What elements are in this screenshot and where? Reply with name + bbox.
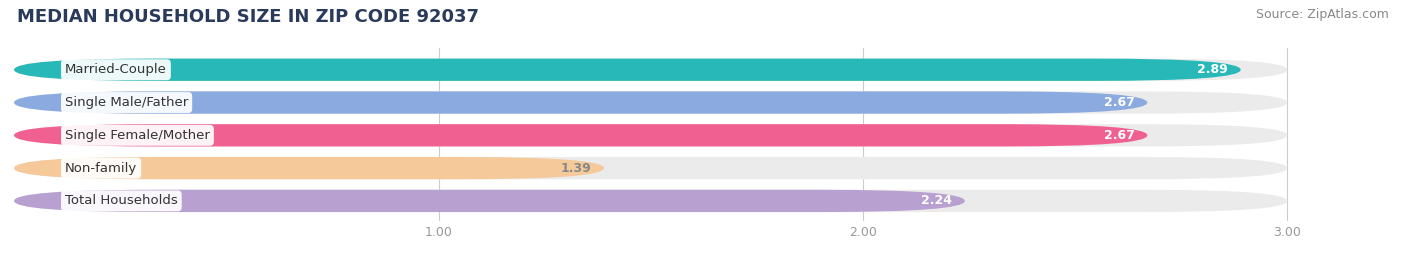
FancyBboxPatch shape bbox=[14, 157, 605, 179]
Text: Total Households: Total Households bbox=[65, 194, 177, 207]
FancyBboxPatch shape bbox=[14, 190, 965, 212]
Text: Married-Couple: Married-Couple bbox=[65, 63, 167, 76]
Text: 1.39: 1.39 bbox=[561, 162, 592, 175]
FancyBboxPatch shape bbox=[14, 91, 1147, 114]
Text: 2.24: 2.24 bbox=[921, 194, 952, 207]
FancyBboxPatch shape bbox=[14, 190, 1288, 212]
Text: 2.89: 2.89 bbox=[1198, 63, 1227, 76]
FancyBboxPatch shape bbox=[14, 157, 1288, 179]
Text: Single Female/Mother: Single Female/Mother bbox=[65, 129, 209, 142]
FancyBboxPatch shape bbox=[14, 91, 1288, 114]
Text: 2.67: 2.67 bbox=[1104, 96, 1135, 109]
Text: MEDIAN HOUSEHOLD SIZE IN ZIP CODE 92037: MEDIAN HOUSEHOLD SIZE IN ZIP CODE 92037 bbox=[17, 8, 479, 26]
FancyBboxPatch shape bbox=[14, 124, 1147, 146]
FancyBboxPatch shape bbox=[14, 59, 1240, 81]
Text: Source: ZipAtlas.com: Source: ZipAtlas.com bbox=[1256, 8, 1389, 21]
FancyBboxPatch shape bbox=[14, 124, 1288, 146]
Text: 2.67: 2.67 bbox=[1104, 129, 1135, 142]
FancyBboxPatch shape bbox=[14, 59, 1288, 81]
Text: Non-family: Non-family bbox=[65, 162, 138, 175]
Text: Single Male/Father: Single Male/Father bbox=[65, 96, 188, 109]
